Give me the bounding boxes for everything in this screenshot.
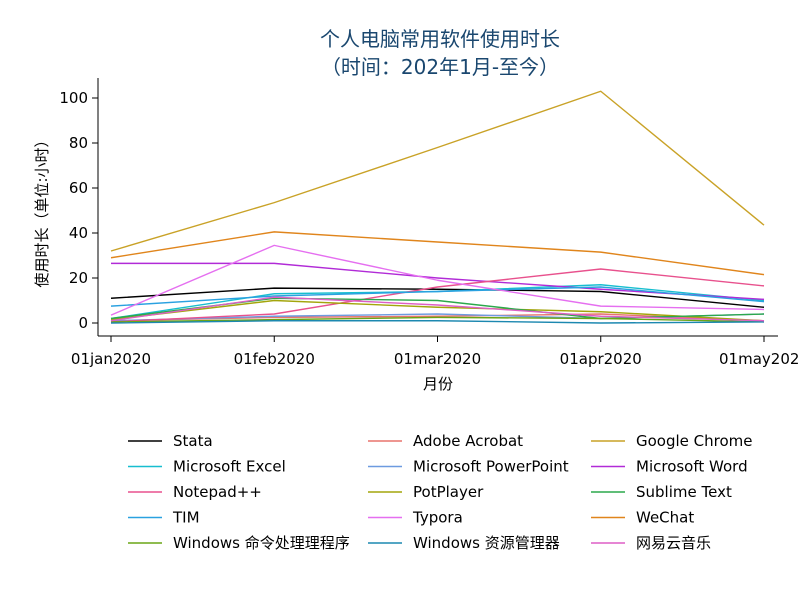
legend-label: Windows 资源管理器 xyxy=(413,534,560,552)
y-tick-label: 60 xyxy=(69,179,88,197)
x-tick-label: 01may2020 xyxy=(719,350,800,368)
legend-label: 网易云音乐 xyxy=(636,534,711,552)
plot-area: 0 20 40 60 80 100 01jan2020 01feb2020 01mar2020… xyxy=(59,78,800,368)
chart-subtitle: （时间：202年1月-至今） xyxy=(321,55,559,79)
series-line-10 xyxy=(110,244,765,316)
x-tick-label: 01mar2020 xyxy=(394,350,481,368)
y-axis-ticks: 0 20 40 60 80 100 xyxy=(59,89,98,332)
y-tick-label: 20 xyxy=(69,269,88,287)
legend-label: Windows 命令处理理程序 xyxy=(173,534,350,552)
series-line-2 xyxy=(110,90,765,252)
y-tick-label: 80 xyxy=(69,134,88,152)
chart-title: 个人电脑常用软件使用时长 xyxy=(320,27,560,51)
legend-label: WeChat xyxy=(636,509,694,527)
legend-label: Microsoft PowerPoint xyxy=(413,458,569,476)
legend-label: Notepad++ xyxy=(173,483,262,501)
y-tick-label: 100 xyxy=(59,89,88,107)
y-tick-label: 40 xyxy=(69,224,88,242)
x-axis-ticks: 01jan2020 01feb2020 01mar2020 01apr2020 01ma… xyxy=(71,336,800,368)
x-axis-title: 月份 xyxy=(423,375,453,393)
legend-label: Google Chrome xyxy=(636,432,753,450)
series-line-7 xyxy=(110,299,765,322)
series-layer xyxy=(110,90,765,324)
legend-label: TIM xyxy=(172,509,200,527)
series-line-0 xyxy=(110,287,765,308)
legend: Stata Adobe Acrobat Google Chrome Microsoft… xyxy=(128,432,753,552)
series-line-12 xyxy=(110,316,765,323)
y-tick-label: 0 xyxy=(78,314,88,332)
x-tick-label: 01feb2020 xyxy=(234,350,315,368)
series-line-11 xyxy=(110,231,765,276)
legend-label: Stata xyxy=(173,432,213,450)
series-line-13 xyxy=(110,320,765,324)
series-line-5 xyxy=(111,262,765,301)
y-axis-title: 使用时长（单位:小时） xyxy=(33,132,51,287)
legend-label: Typora xyxy=(412,509,463,527)
legend-label: Microsoft Word xyxy=(636,458,748,476)
series-line-1 xyxy=(110,313,765,322)
series-line-9 xyxy=(110,286,765,307)
legend-label: Adobe Acrobat xyxy=(413,432,523,450)
x-tick-label: 01jan2020 xyxy=(71,350,151,368)
x-tick-label: 01apr2020 xyxy=(560,350,642,368)
legend-label: Microsoft Excel xyxy=(173,458,286,476)
legend-label: PotPlayer xyxy=(413,483,484,501)
legend-label: Sublime Text xyxy=(636,483,732,501)
series-line-14 xyxy=(110,296,765,322)
series-line-6 xyxy=(110,268,765,323)
